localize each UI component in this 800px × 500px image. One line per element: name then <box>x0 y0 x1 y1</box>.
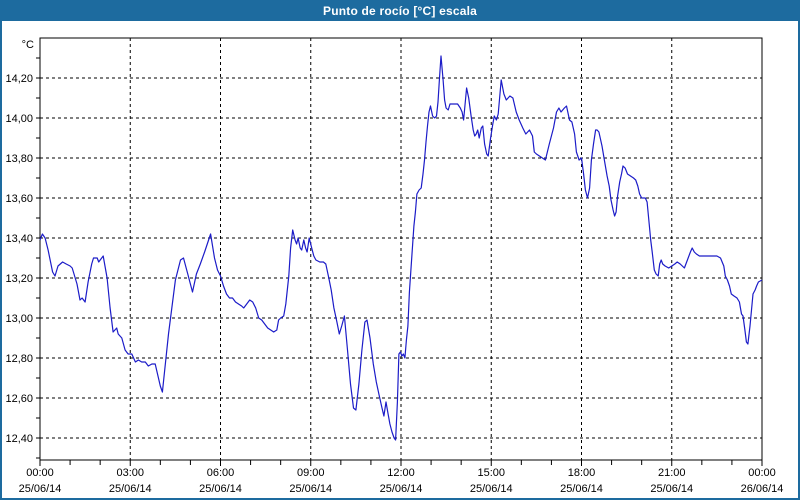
y-tick-label: 13,60 <box>5 193 33 205</box>
x-tick-date-label: 25/06/14 <box>560 483 603 495</box>
y-tick-label: 14,20 <box>5 73 33 85</box>
x-tick-date-label: 25/06/14 <box>199 483 242 495</box>
x-tick-time-label: 15:00 <box>477 467 505 479</box>
x-tick-time-label: 18:00 <box>568 467 596 479</box>
window-titlebar[interactable]: Punto de rocío [°C] escala <box>2 2 798 21</box>
x-tick-time-label: 12:00 <box>387 467 415 479</box>
x-tick-time-label: 06:00 <box>207 467 235 479</box>
window-title: Punto de rocío [°C] escala <box>322 4 478 18</box>
y-tick-label: 14,00 <box>5 113 33 125</box>
y-tick-label: 13,80 <box>5 153 33 165</box>
x-tick-time-label: 03:00 <box>116 467 144 479</box>
dewpoint-series-line <box>39 55 763 441</box>
x-tick-date-label: 26/06/14 <box>741 483 784 495</box>
x-tick-time-label: 21:00 <box>658 467 686 479</box>
y-tick-label: 12,80 <box>5 353 33 365</box>
y-tick-label: 12,40 <box>5 433 33 445</box>
y-axis-unit-label: °C <box>22 39 34 51</box>
x-tick-time-label: 09:00 <box>297 467 325 479</box>
x-tick-date-label: 25/06/14 <box>19 483 62 495</box>
x-tick-date-label: 25/06/14 <box>380 483 423 495</box>
y-tick-label: 12,60 <box>5 393 33 405</box>
x-tick-date-label: 25/06/14 <box>470 483 513 495</box>
chart-area: 14,20 14,00 13,80 13,60 13,40 13,20 13,00 12,80… <box>2 21 798 498</box>
y-tick-label: 13,20 <box>5 273 33 285</box>
x-tick-time-label: 00:00 <box>26 467 54 479</box>
y-tick-label: 13,40 <box>5 233 33 245</box>
x-tick-time-label: 00:00 <box>748 467 776 479</box>
y-tick-label: 13,00 <box>5 313 33 325</box>
x-tick-date-label: 25/06/14 <box>289 483 332 495</box>
x-tick-date-label: 25/06/14 <box>109 483 152 495</box>
plot-frame <box>39 37 763 461</box>
x-tick-date-label: 25/06/14 <box>650 483 693 495</box>
